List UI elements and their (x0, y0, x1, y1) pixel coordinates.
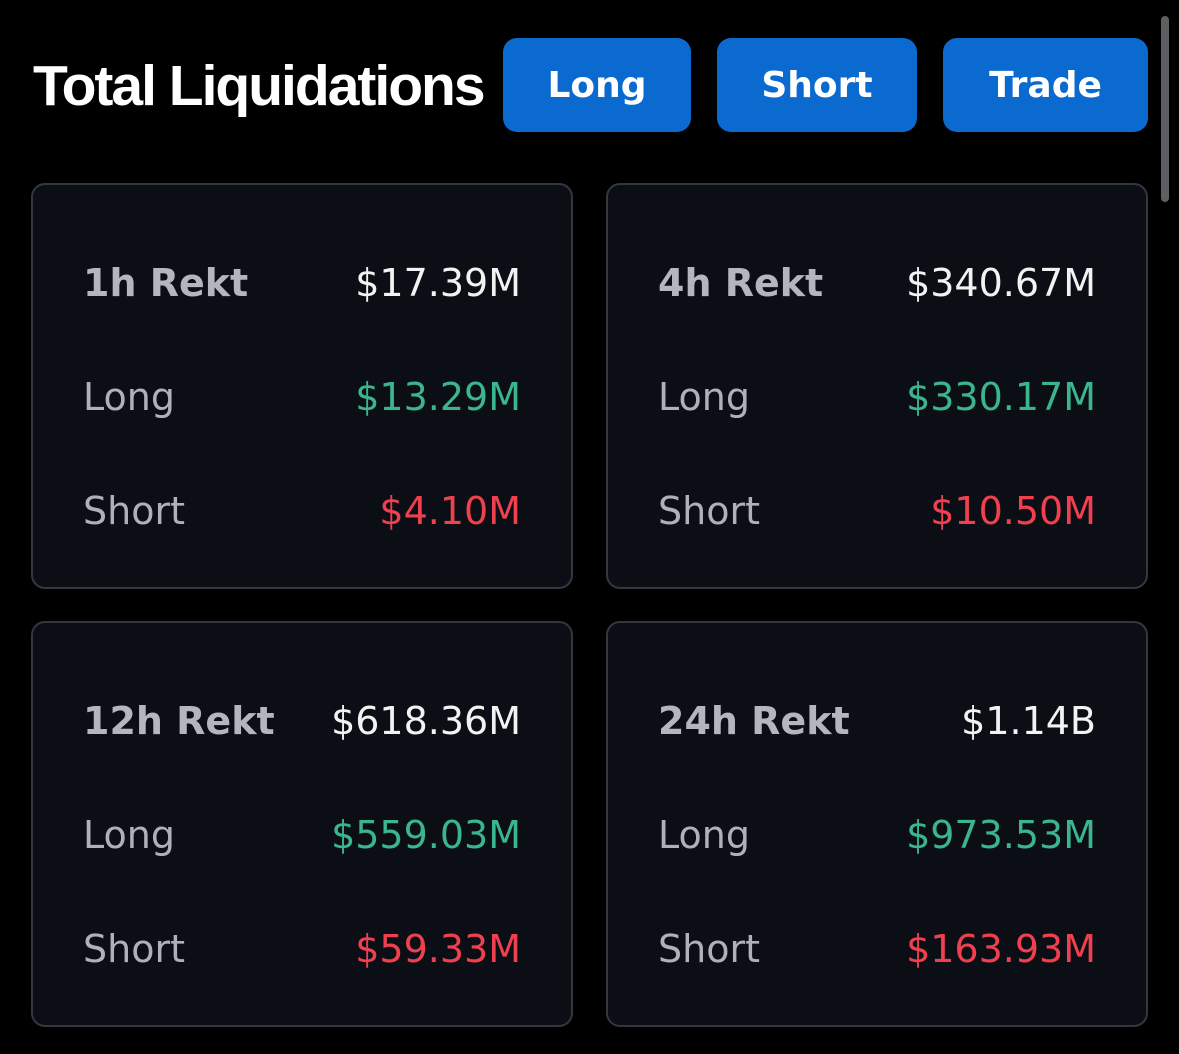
short-label: Short (83, 927, 185, 971)
total-value: $618.36M (331, 699, 521, 743)
period-label: 24h Rekt (658, 699, 850, 743)
long-row: Long $973.53M (658, 810, 1096, 860)
short-label: Short (83, 489, 185, 533)
total-value: $340.67M (906, 261, 1096, 305)
total-value: $1.14B (961, 699, 1096, 743)
liquidation-card-12h: 12h Rekt $618.36M Long $559.03M Short $5… (31, 621, 573, 1027)
long-row: Long $559.03M (83, 810, 521, 860)
trade-button[interactable]: Trade (943, 38, 1148, 132)
total-row: 12h Rekt $618.36M (83, 696, 521, 746)
long-row: Long $330.17M (658, 372, 1096, 422)
long-label: Long (83, 375, 175, 419)
short-row: Short $59.33M (83, 924, 521, 974)
short-label: Short (658, 927, 760, 971)
short-label: Short (658, 489, 760, 533)
short-button[interactable]: Short (717, 38, 917, 132)
long-row: Long $13.29M (83, 372, 521, 422)
long-value: $13.29M (355, 375, 521, 419)
period-label: 4h Rekt (658, 261, 824, 305)
short-value: $4.10M (379, 489, 521, 533)
total-row: 24h Rekt $1.14B (658, 696, 1096, 746)
short-row: Short $163.93M (658, 924, 1096, 974)
long-label: Long (658, 375, 750, 419)
short-value: $163.93M (906, 927, 1096, 971)
total-row: 1h Rekt $17.39M (83, 258, 521, 308)
long-button[interactable]: Long (503, 38, 691, 132)
total-value: $17.39M (355, 261, 521, 305)
liquidation-card-1h: 1h Rekt $17.39M Long $13.29M Short $4.10… (31, 183, 573, 589)
period-label: 12h Rekt (83, 699, 275, 743)
short-row: Short $10.50M (658, 486, 1096, 536)
long-label: Long (658, 813, 750, 857)
long-value: $973.53M (906, 813, 1096, 857)
page-title: Total Liquidations (33, 54, 486, 118)
short-row: Short $4.10M (83, 486, 521, 536)
short-value: $10.50M (930, 489, 1096, 533)
long-value: $330.17M (906, 375, 1096, 419)
long-value: $559.03M (331, 813, 521, 857)
liquidation-card-4h: 4h Rekt $340.67M Long $330.17M Short $10… (606, 183, 1148, 589)
long-label: Long (83, 813, 175, 857)
total-row: 4h Rekt $340.67M (658, 258, 1096, 308)
short-value: $59.33M (355, 927, 521, 971)
liquidation-card-24h: 24h Rekt $1.14B Long $973.53M Short $163… (606, 621, 1148, 1027)
scrollbar[interactable] (1161, 16, 1169, 202)
period-label: 1h Rekt (83, 261, 249, 305)
header: Total Liquidations Long Short Trade (0, 0, 1179, 150)
